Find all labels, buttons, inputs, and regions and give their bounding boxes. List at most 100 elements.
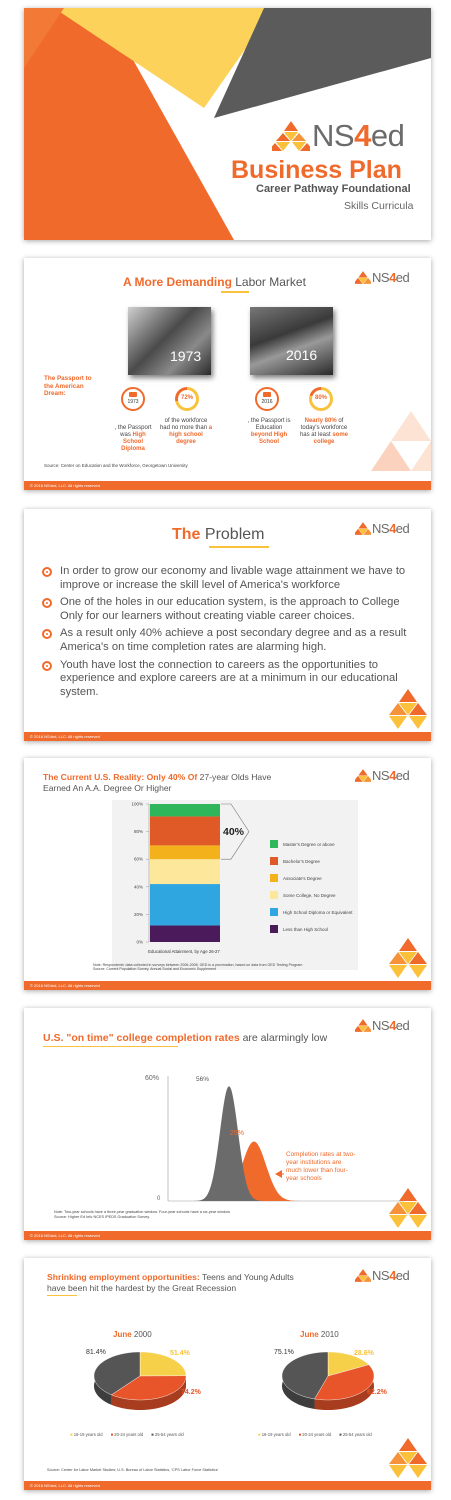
ns4ed-logo: NS4ed [355, 1268, 410, 1283]
photo-2016: 2016 [250, 307, 333, 375]
distribution-curve [193, 1086, 265, 1201]
pie1-label-81: 81.4% [86, 1349, 106, 1356]
pie1-label-51: 51.4% [170, 1350, 190, 1357]
decorative-triangles [389, 1438, 427, 1478]
pie-slice [327, 1351, 370, 1377]
legend-swatch [270, 874, 278, 882]
pie2-label-28: 28.6% [354, 1350, 374, 1357]
slide1-subtitle2: Skills Curricula [344, 200, 414, 212]
slide3-title: The Problem [172, 526, 265, 543]
bullet-icon [42, 598, 52, 609]
y-tick-label: 20% [134, 912, 143, 917]
stat2-caption: of the workforce had no more than a high… [159, 418, 213, 445]
stat-80-value: 80% [314, 395, 327, 401]
slide-footer: © 2016 NS4ed, LLC. All rights reserved [24, 1231, 431, 1240]
bar-segment [150, 884, 220, 926]
logo-triangle-icon [355, 769, 371, 782]
list-item: In order to grow our economy and livable… [40, 565, 417, 592]
stat3-year: 2016 [261, 399, 273, 405]
slide-footer: © 2016 NS4ed, LLC. All rights reserved [24, 732, 431, 741]
bar-segment [150, 816, 220, 846]
legend-swatch [270, 840, 278, 848]
legend-swatch [270, 925, 278, 933]
slide1-subtitle: Career Pathway Foundational [256, 183, 411, 195]
legend-item: ■ 16-19 years old [70, 1432, 103, 1437]
pie-slice [314, 1364, 375, 1401]
legend-item: Less than High School [270, 925, 353, 933]
ytick-60: 60% [145, 1075, 160, 1082]
legend-item: Bachelor's Degree [270, 857, 353, 865]
slide4-note: Note: Respondents' data collected in sur… [93, 963, 303, 972]
distribution-curve [206, 1141, 302, 1201]
x-axis-label: Educational Attainment, by Age 26-27 [148, 949, 220, 954]
decorative-triangles [389, 938, 427, 978]
logo-triangle-icon [355, 1019, 371, 1032]
pie2-title: June 2010 [300, 1330, 339, 1339]
arrow-icon [275, 1170, 282, 1178]
pie-chart-2010 [281, 1351, 375, 1410]
bar-segment [150, 804, 220, 817]
slide-completion-rates: U.S. "on time" college completion rates … [24, 1008, 431, 1240]
legend-label: Master's Degree or above [283, 841, 335, 847]
pie-slice [110, 1375, 187, 1401]
list-item: As a result only 40% achieve a post seco… [40, 627, 417, 654]
logo-triangle-icon [355, 271, 371, 284]
callout-40: 40% [223, 826, 245, 838]
legend-item: High School Diploma or Equivalent [270, 908, 353, 916]
stat-72-value: 72% [180, 395, 193, 401]
problem-bullet-list: In order to grow our economy and livable… [40, 565, 417, 703]
legend-item: ■ 25-54 years old [151, 1432, 184, 1437]
bullet-icon [42, 629, 52, 640]
y-tick-label: 60% [134, 857, 143, 862]
decorative-triangles [389, 689, 427, 729]
pie1-label-74: 74.2% [181, 1389, 201, 1396]
pie2-legend: ■ 16-19 years old ■ 20-24 years old ■ 25… [258, 1432, 372, 1437]
slide-footer: © 2016 NS4ed, LLC. All rights reserved [24, 981, 431, 990]
stat-80-donut: 80% [309, 387, 333, 411]
stat1-year: 1973 [127, 399, 139, 405]
slide-employment: Shrinking employment opportunities: Teen… [24, 1258, 431, 1490]
pie1-legend: ■ 16-19 years old ■ 20-24 years old ■ 25… [70, 1432, 184, 1437]
slide-footer: © 2016 NS4ed, LLC. All rights reserved [24, 481, 431, 490]
photo1-year: 1973 [170, 348, 202, 364]
slide2-source: Source: Center on Education and the Work… [44, 463, 188, 468]
slide-footer: © 2016 NS4ed, LLC. All rights reserved [24, 1481, 431, 1490]
ns4ed-logo: NS4ed [355, 1018, 410, 1033]
title-underline [209, 546, 269, 548]
photo2-year: 2016 [286, 347, 318, 363]
completion-distribution-chart [167, 1076, 404, 1202]
slide-title: NS4ed Business Plan Career Pathway Found… [24, 8, 431, 240]
ns4ed-logo: NS4ed [272, 118, 405, 154]
y-tick-label: 80% [134, 829, 143, 834]
slide6-source: Source: Center for Labor Market Studies;… [47, 1468, 219, 1472]
title-underline [47, 1295, 77, 1296]
stat3-caption: , the Passport is Education beyond High … [247, 418, 291, 445]
passport-label: The Passport to the American Dream: [44, 375, 92, 397]
slide-problem: The Problem NS4ed In order to grow our e… [24, 509, 431, 741]
ytick-0: 0 [157, 1196, 161, 1202]
pie-slice [139, 1351, 187, 1377]
bar-segment [150, 859, 220, 885]
passport-2016-icon: 2016 [255, 387, 279, 411]
legend-label: Less than High School [283, 926, 329, 932]
legend-item: ■ 25-54 years old [339, 1432, 372, 1437]
bar-segment [150, 925, 220, 942]
title-underline [43, 1046, 178, 1047]
legend-item: ■ 16-19 years old [258, 1432, 291, 1437]
photo-1973: 1973 [128, 307, 211, 375]
pie-slice [281, 1351, 329, 1400]
completion-annotation: Completion rates at two-year institution… [286, 1151, 356, 1182]
legend-swatch [270, 857, 278, 865]
slide6-title: Shrinking employment opportunities: Teen… [47, 1272, 294, 1293]
legend-label: Some College, No Degree [283, 892, 336, 898]
logo-triangle-icon [272, 121, 310, 151]
slide-current-reality: The Current U.S. Reality: Only 40% Of 27… [24, 758, 431, 990]
legend-label: Bachelor's Degree [283, 858, 320, 864]
pie-chart-2000 [93, 1351, 187, 1410]
logo-triangle-icon [355, 1269, 371, 1282]
title-slide-graphic [24, 8, 431, 240]
peak-label-56: 56% [196, 1076, 210, 1083]
passport-1973-icon: 1973 [121, 387, 145, 411]
decorative-triangles [389, 1188, 427, 1228]
legend-label: Associate's Degree [283, 875, 322, 881]
